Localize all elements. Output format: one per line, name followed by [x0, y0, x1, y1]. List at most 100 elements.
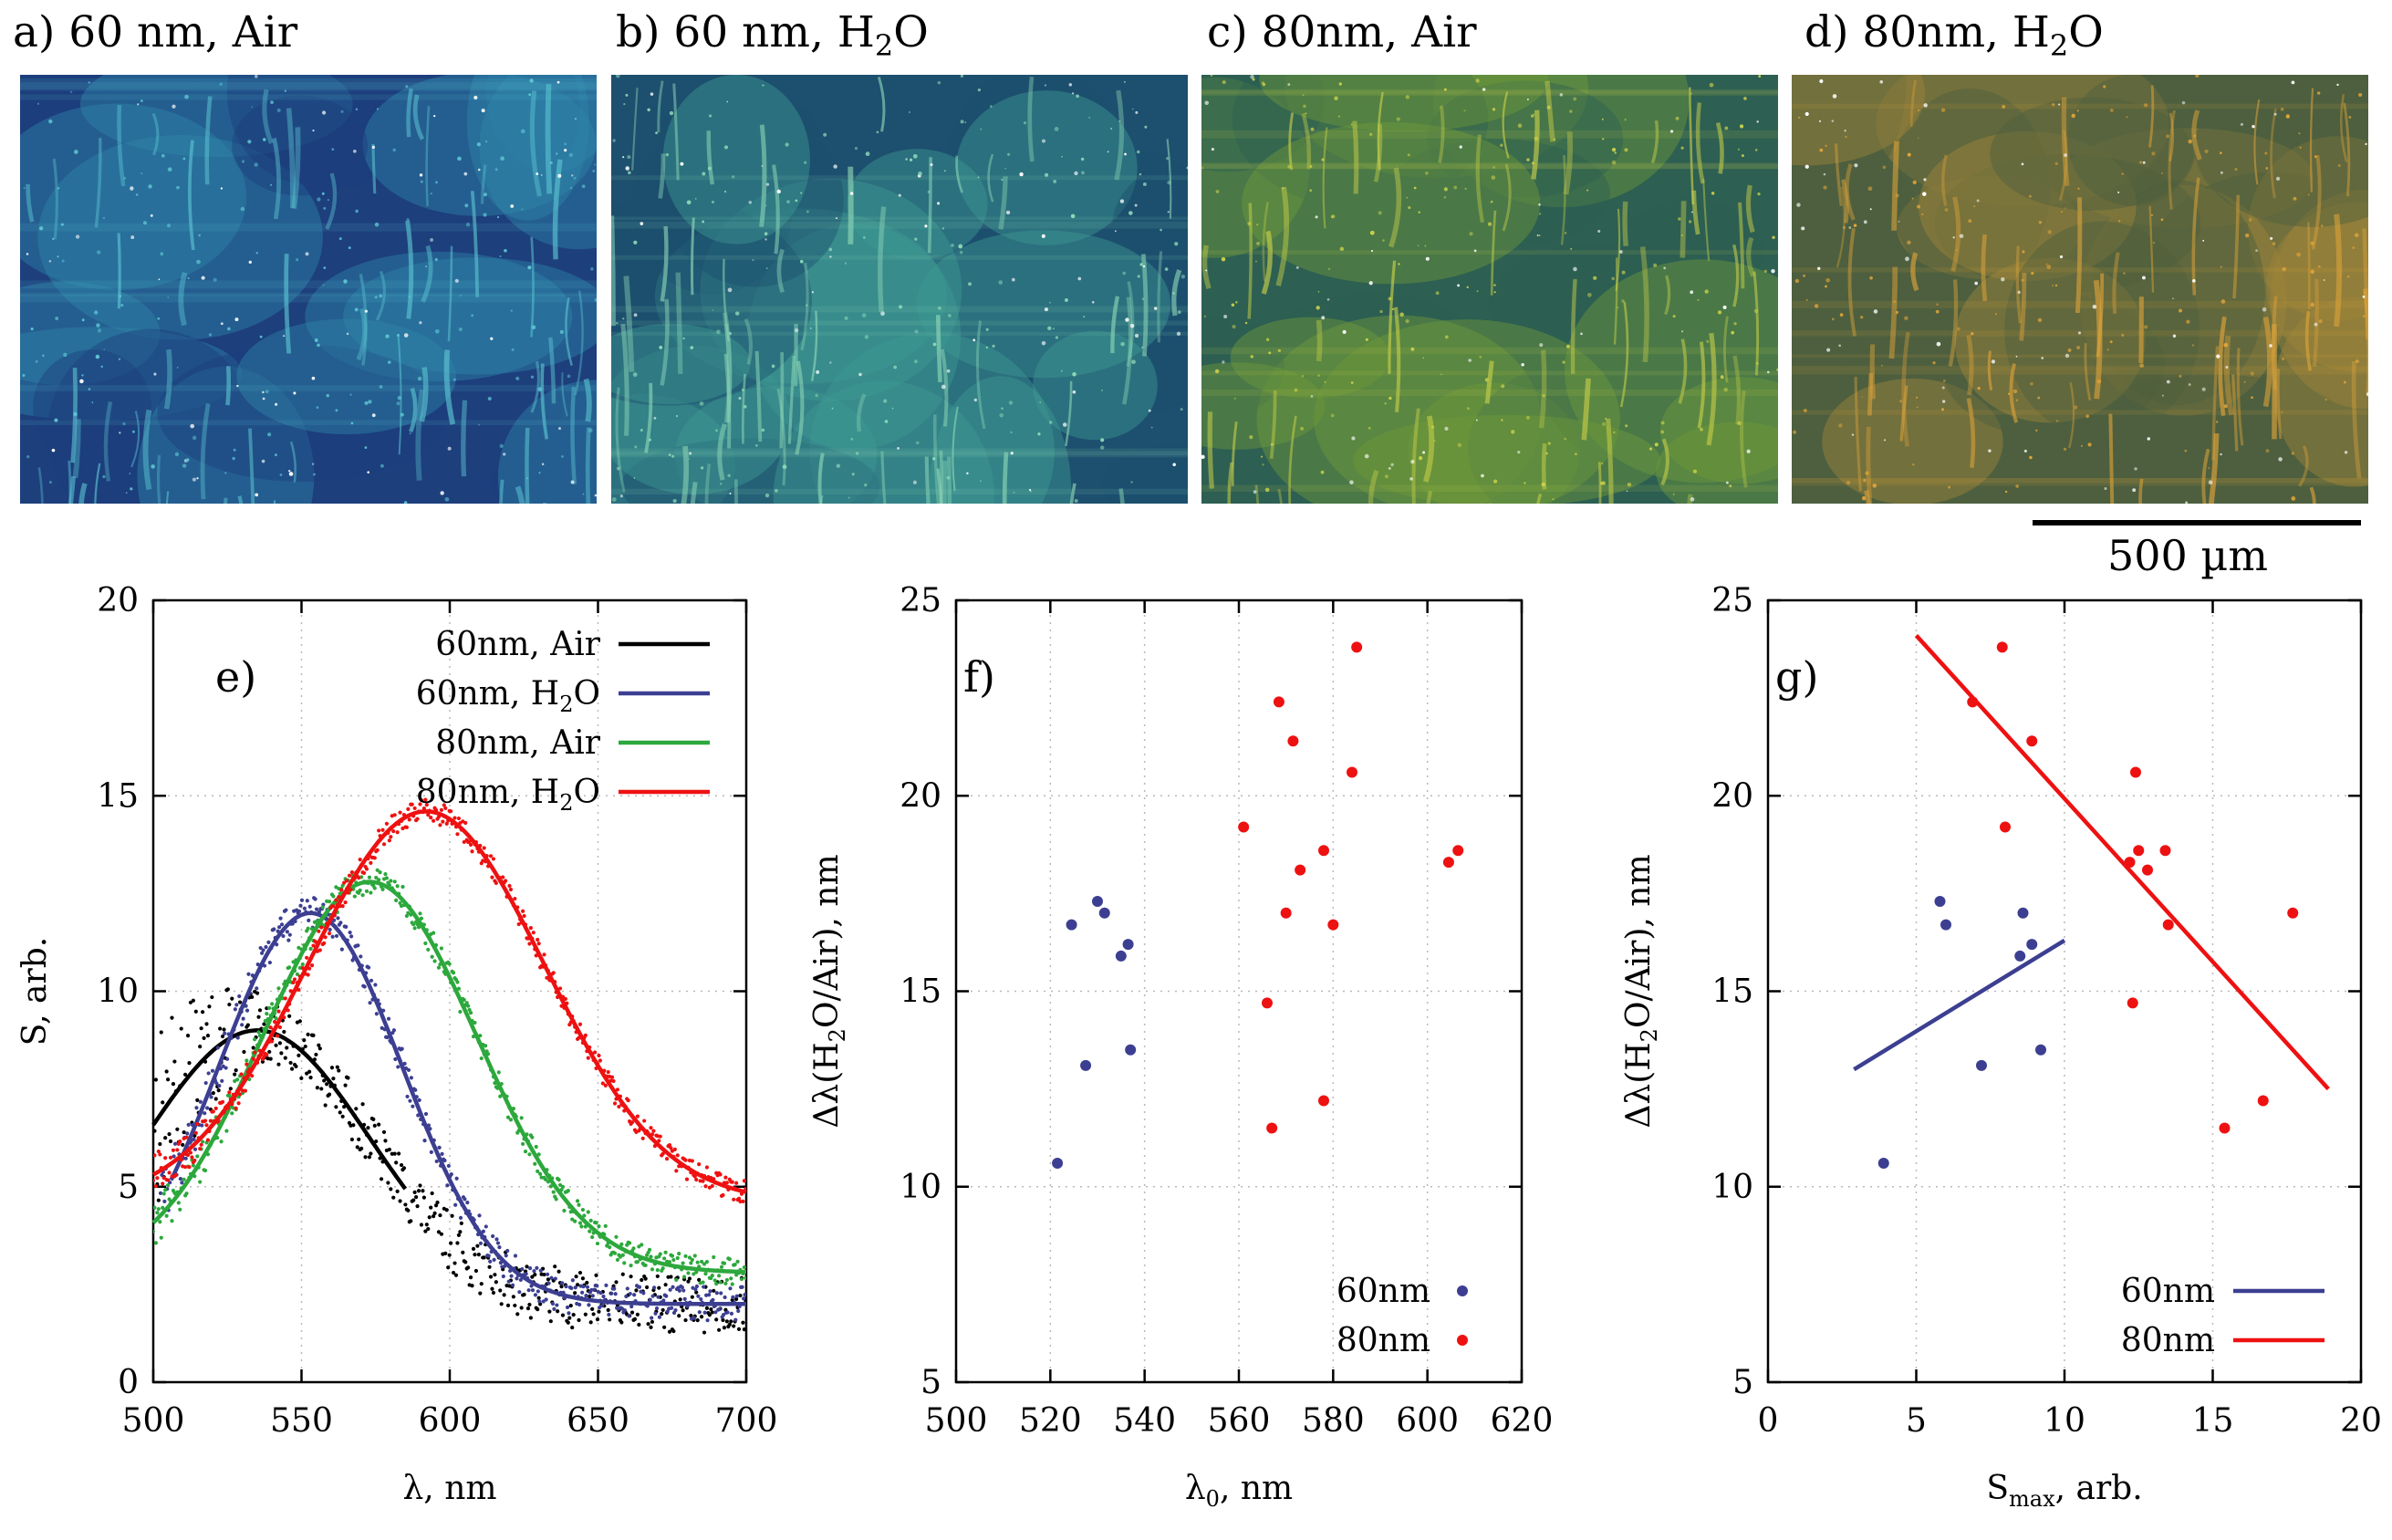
data-point [728, 1286, 733, 1291]
data-point [182, 1177, 186, 1181]
data-point [220, 1099, 225, 1104]
data-point [714, 1317, 719, 1322]
data-point [597, 1224, 601, 1229]
series-0-fit-line [1853, 938, 2066, 1072]
data-point [386, 1181, 390, 1185]
data-point [704, 1260, 710, 1264]
micrograph-c [1201, 75, 1778, 504]
data-point [501, 1274, 505, 1279]
data-point [331, 894, 336, 899]
data-point [171, 1082, 176, 1087]
data-point [508, 1118, 514, 1122]
data-point [677, 1314, 681, 1318]
data-point [452, 1261, 457, 1265]
data-point [331, 1077, 336, 1081]
data-point [391, 829, 396, 834]
data-point [2026, 939, 2038, 951]
data-point [452, 816, 457, 820]
data-point [657, 1139, 661, 1143]
data-point [648, 1297, 652, 1302]
data-point [490, 1286, 494, 1291]
data-point [463, 1260, 468, 1264]
data-point [591, 1312, 596, 1316]
data-point [322, 941, 327, 945]
data-point [517, 1290, 522, 1295]
data-point [672, 1147, 677, 1151]
y-tick-label: 20 [1711, 777, 1753, 815]
data-point [556, 1177, 561, 1182]
data-point [337, 1068, 341, 1073]
micrograph-b [611, 75, 1188, 504]
data-point [279, 922, 285, 927]
data-point [488, 854, 494, 858]
data-point [367, 965, 371, 970]
data-point [395, 830, 400, 835]
data-point [706, 1293, 712, 1297]
data-point [642, 1119, 647, 1123]
data-point [456, 986, 462, 991]
data-point [300, 962, 305, 967]
data-point [423, 1111, 429, 1117]
data-point [204, 1123, 209, 1128]
data-point [352, 894, 357, 899]
data-point [371, 1117, 376, 1121]
data-point [342, 1105, 347, 1109]
data-point [328, 927, 332, 932]
data-point [272, 927, 276, 931]
data-point [358, 858, 362, 862]
data-point [167, 1171, 172, 1175]
data-point [665, 1309, 670, 1314]
data-point [450, 1213, 454, 1218]
data-point [702, 1330, 707, 1335]
data-point [629, 1310, 635, 1315]
data-point [1934, 895, 1946, 907]
legend-marker [1457, 1285, 1468, 1296]
data-point [305, 955, 309, 960]
data-point [575, 1199, 580, 1203]
data-point [404, 913, 409, 919]
data-point [546, 1281, 551, 1285]
data-point [730, 1180, 734, 1184]
data-point [419, 797, 424, 803]
data-point [285, 930, 289, 934]
data-point [738, 1293, 743, 1298]
data-point [498, 1288, 503, 1293]
data-point [331, 918, 337, 922]
data-point [195, 1121, 200, 1127]
data-point [670, 1306, 674, 1310]
data-point [478, 1241, 484, 1245]
data-point [384, 876, 390, 880]
data-point [245, 1023, 250, 1027]
data-point [590, 1306, 595, 1311]
data-point [527, 1302, 532, 1307]
data-point [185, 1152, 191, 1158]
data-point [237, 1000, 243, 1004]
data-point [667, 1143, 672, 1148]
data-point [263, 1018, 267, 1024]
data-point [684, 1177, 690, 1181]
data-point [395, 1189, 400, 1193]
data-point [451, 971, 456, 975]
data-point [710, 1310, 714, 1315]
data-point [615, 1257, 620, 1263]
data-point [510, 1283, 515, 1287]
data-point [433, 1203, 439, 1208]
data-point [364, 889, 369, 893]
data-point [595, 1284, 599, 1288]
data-point [643, 1276, 648, 1281]
data-point [609, 1291, 614, 1295]
data-point [391, 1195, 396, 1200]
data-point [198, 1147, 203, 1151]
data-point [538, 1171, 543, 1176]
data-point [377, 1122, 381, 1127]
data-point [266, 940, 271, 944]
data-point [667, 1329, 672, 1334]
data-point [1238, 821, 1250, 833]
data-point [153, 1184, 159, 1189]
data-point [724, 1319, 729, 1324]
data-point [348, 888, 353, 892]
data-point [400, 884, 405, 890]
data-point [311, 1033, 316, 1037]
data-point [156, 1207, 161, 1212]
data-point [2035, 1044, 2046, 1056]
